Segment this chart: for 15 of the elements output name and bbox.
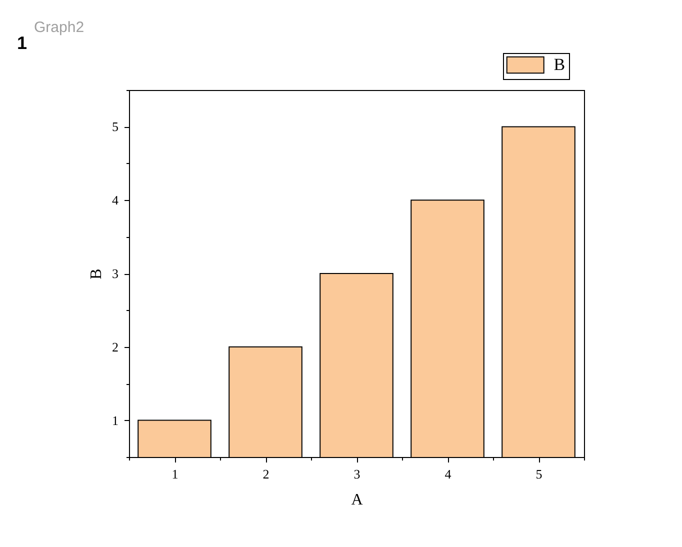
- y-tick-label: 2: [112, 339, 118, 354]
- x-tick-label: 2: [262, 466, 270, 482]
- x-axis-title: A: [351, 492, 364, 508]
- x-tick-label: 3: [354, 466, 360, 482]
- y-axis-title: B: [88, 268, 105, 280]
- y-tick-label: 5: [112, 119, 118, 134]
- y-tick-label: 4: [112, 192, 119, 208]
- x-tick-label: 5: [536, 466, 542, 482]
- text: 1: [16, 33, 28, 53]
- x-tick-label: 1: [172, 466, 178, 482]
- x-tick-label: 4: [444, 466, 452, 482]
- y-tick-label: 1: [112, 412, 118, 428]
- legend-label: B: [554, 55, 566, 74]
- y-tick-label: 3: [112, 266, 118, 281]
- chart-title: Graph2: [34, 19, 84, 36]
